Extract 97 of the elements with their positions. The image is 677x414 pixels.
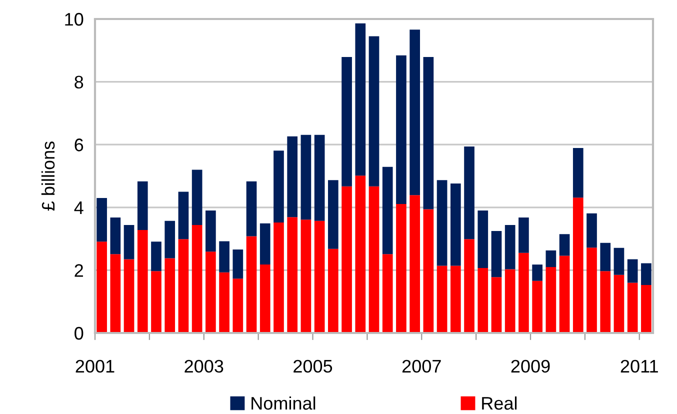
bar bbox=[219, 272, 230, 333]
bar bbox=[246, 236, 257, 333]
bar bbox=[478, 268, 488, 333]
y-tick-label: 2 bbox=[74, 264, 83, 277]
y-tick-label: 8 bbox=[74, 76, 84, 89]
bar bbox=[423, 209, 434, 333]
bar bbox=[614, 274, 624, 333]
bar bbox=[164, 220, 176, 258]
bar bbox=[450, 266, 461, 333]
bar bbox=[600, 271, 611, 333]
bar bbox=[641, 284, 652, 333]
y-axis-title: £ billions bbox=[41, 142, 55, 211]
bar bbox=[300, 220, 312, 333]
bar bbox=[559, 256, 570, 333]
bar bbox=[192, 170, 202, 225]
bar bbox=[151, 242, 162, 272]
bar bbox=[368, 186, 380, 333]
x-tick-label: 2003 bbox=[184, 360, 224, 373]
bar bbox=[206, 252, 216, 333]
bar bbox=[627, 282, 638, 333]
bar bbox=[491, 277, 502, 333]
bar bbox=[96, 242, 107, 333]
bar bbox=[192, 224, 202, 333]
bar bbox=[546, 267, 556, 333]
bar bbox=[546, 250, 556, 268]
bar bbox=[586, 213, 597, 248]
bar bbox=[232, 249, 244, 279]
bar bbox=[355, 176, 366, 333]
bar bbox=[396, 204, 406, 333]
bar bbox=[164, 258, 176, 333]
bar bbox=[532, 264, 542, 281]
bar bbox=[410, 195, 420, 333]
y-tick-label: 4 bbox=[74, 202, 84, 214]
bar bbox=[287, 136, 298, 218]
bar bbox=[464, 239, 474, 333]
bar bbox=[627, 259, 638, 283]
bar bbox=[396, 55, 406, 204]
bar bbox=[436, 180, 448, 266]
bar bbox=[96, 198, 107, 242]
bar bbox=[614, 248, 624, 275]
bar bbox=[328, 180, 338, 249]
bar bbox=[178, 239, 189, 333]
bar bbox=[342, 186, 352, 333]
y-tick-label: 0 bbox=[74, 326, 84, 340]
bar bbox=[137, 181, 148, 230]
bar bbox=[436, 266, 448, 333]
bar bbox=[478, 210, 488, 268]
bar bbox=[532, 280, 542, 333]
bar bbox=[600, 242, 611, 272]
y-tick-label: 6 bbox=[74, 138, 84, 152]
bar bbox=[314, 134, 325, 221]
bar bbox=[382, 254, 393, 333]
bar bbox=[410, 30, 420, 196]
bar bbox=[274, 150, 284, 222]
bar bbox=[641, 263, 652, 285]
bar bbox=[586, 248, 597, 333]
bar bbox=[206, 210, 216, 252]
bar bbox=[559, 234, 570, 256]
bar bbox=[151, 271, 162, 333]
bar bbox=[178, 192, 189, 240]
bar bbox=[504, 224, 516, 270]
bar bbox=[110, 254, 121, 333]
bar bbox=[355, 23, 366, 176]
bar bbox=[572, 148, 584, 198]
bar bbox=[491, 230, 502, 278]
y-tick-label: 10 bbox=[65, 12, 84, 26]
bar bbox=[572, 198, 584, 333]
bar bbox=[246, 181, 257, 236]
x-tick-label: 2005 bbox=[294, 360, 332, 373]
bar bbox=[504, 269, 516, 333]
bar bbox=[342, 56, 352, 186]
x-tick-label: 2007 bbox=[402, 360, 441, 373]
bar bbox=[328, 248, 338, 333]
bar bbox=[110, 217, 121, 254]
legend-label: Nominal bbox=[252, 396, 316, 410]
bar bbox=[219, 241, 230, 272]
bar bbox=[450, 184, 461, 266]
bar bbox=[287, 217, 298, 333]
bar bbox=[124, 224, 134, 260]
bar bbox=[464, 146, 474, 240]
bar bbox=[382, 166, 393, 254]
bar bbox=[423, 56, 434, 210]
x-tick-label: 2011 bbox=[620, 360, 658, 373]
x-tick-label: 2009 bbox=[511, 360, 550, 373]
bar bbox=[137, 230, 148, 333]
bar bbox=[518, 252, 529, 333]
bar bbox=[260, 264, 270, 333]
legend-label: Real bbox=[482, 396, 517, 410]
bar bbox=[518, 217, 529, 253]
bar bbox=[368, 36, 380, 186]
bar bbox=[260, 223, 270, 265]
bar bbox=[300, 134, 312, 220]
bar bbox=[314, 220, 325, 333]
bar bbox=[232, 278, 244, 333]
bar bbox=[124, 259, 134, 333]
bar bbox=[274, 222, 284, 333]
x-tick-label: 2001 bbox=[76, 360, 114, 373]
